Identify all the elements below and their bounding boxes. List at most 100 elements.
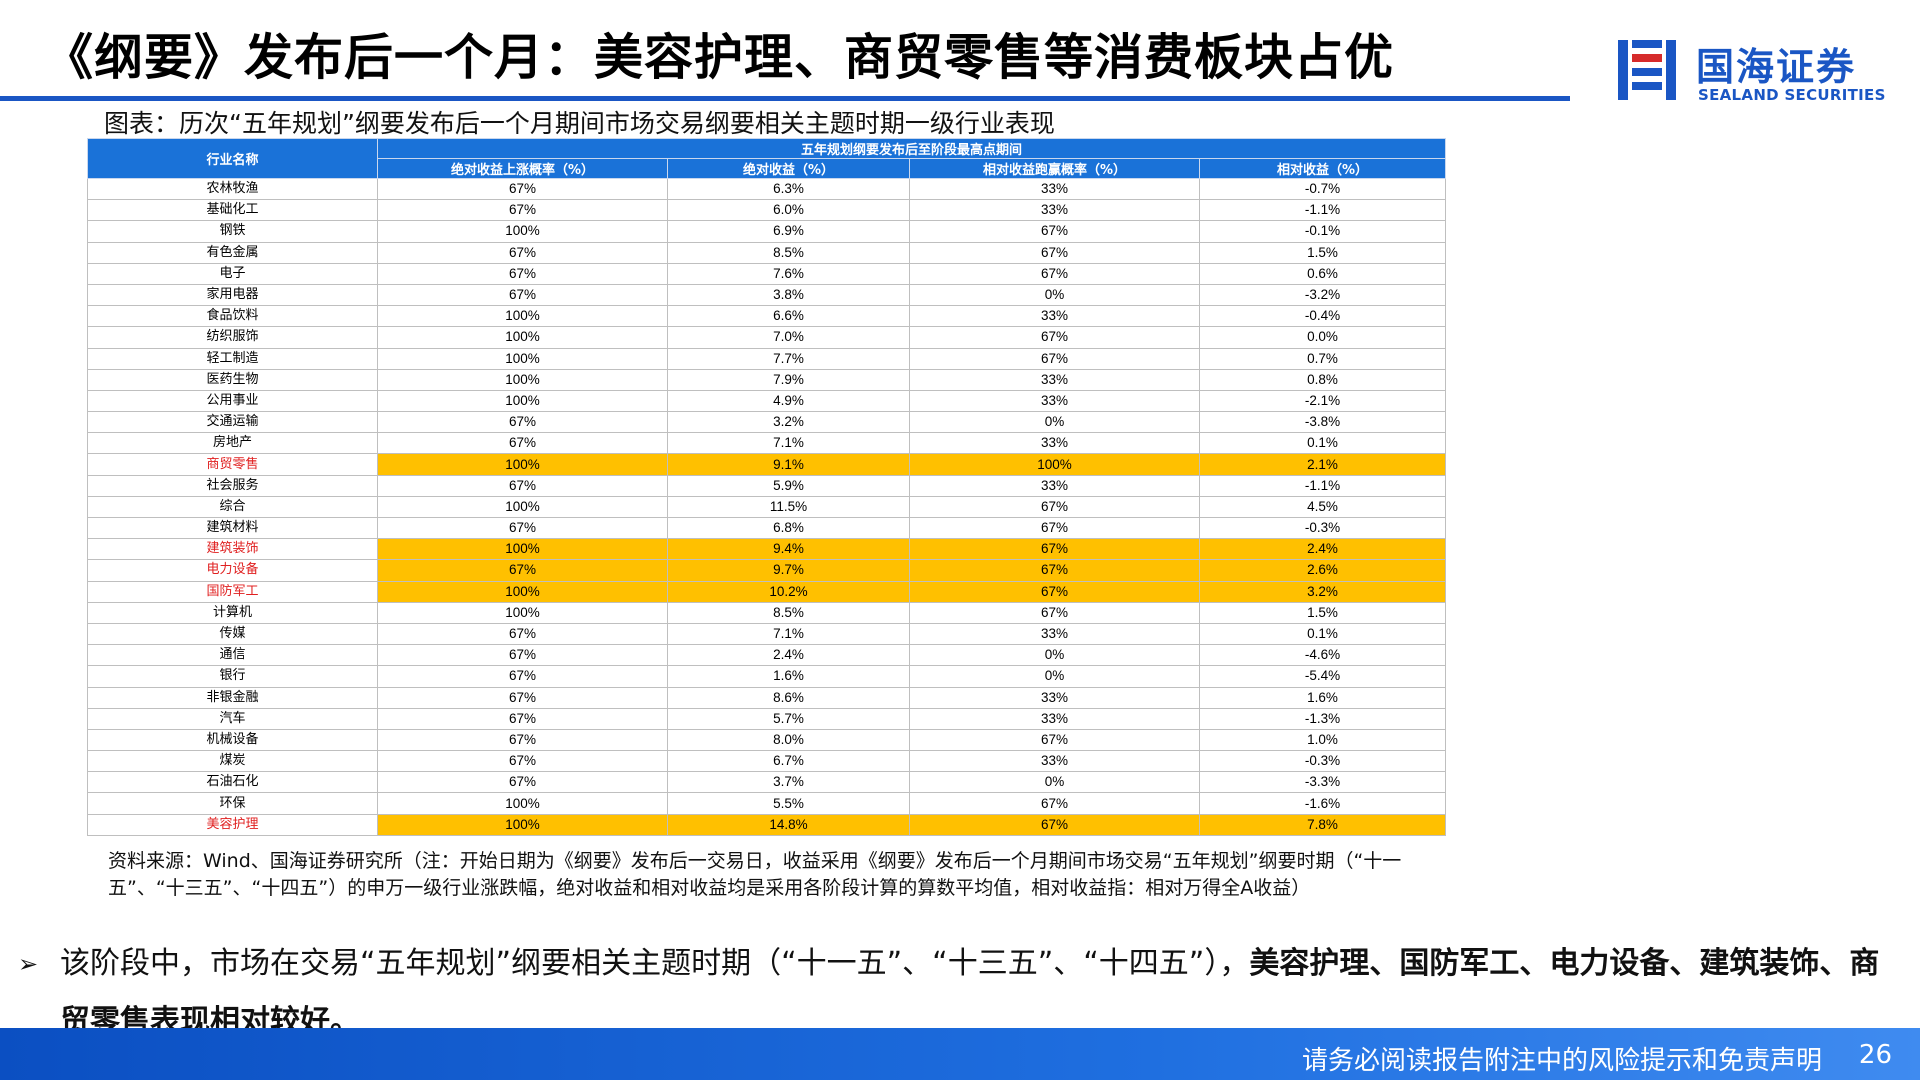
table-row: 汽车 67% 5.7% 33% -1.3% — [87, 707, 1447, 730]
value-cell: 33% — [909, 707, 1200, 730]
table-row: 有色金属 67% 8.5% 67% 1.5% — [87, 241, 1447, 264]
value-cell: 2.6% — [1198, 559, 1447, 582]
value-cell: 67% — [909, 495, 1200, 519]
bullet-text-plain: 该阶段中，市场在交易“五年规划”纲要相关主题时期（“十一五”、“十三五”、“十四… — [60, 946, 1250, 981]
footer-disclaimer: 请务必阅读报告附注中的风险提示和免责声明 — [1301, 1046, 1822, 1076]
industry-name-cell: 银行 — [87, 665, 378, 688]
value-cell: 100% — [909, 453, 1200, 476]
value-cell: 100% — [377, 220, 668, 243]
table-row: 食品饮料 100% 6.6% 33% -0.4% — [87, 305, 1447, 328]
value-cell: 67% — [909, 241, 1200, 264]
industry-name-cell: 食品饮料 — [87, 305, 378, 328]
value-cell: 1.0% — [1198, 728, 1447, 752]
value-cell: 67% — [909, 516, 1200, 540]
table-row: 国防军工 100% 10.2% 67% 3.2% — [87, 580, 1447, 603]
value-cell: 4.5% — [1198, 495, 1447, 519]
value-cell: 8.6% — [667, 686, 910, 709]
value-cell: 67% — [909, 220, 1200, 243]
industry-name-cell: 建筑材料 — [87, 516, 378, 540]
value-cell: 9.1% — [667, 453, 910, 476]
value-cell: 67% — [377, 516, 668, 540]
industry-name-cell: 有色金属 — [87, 241, 378, 264]
value-cell: 5.7% — [667, 707, 910, 730]
value-cell: 6.9% — [667, 220, 910, 243]
value-cell: 67% — [377, 241, 668, 264]
table-row: 轻工制造 100% 7.7% 67% 0.7% — [87, 347, 1447, 370]
industry-name-cell: 煤炭 — [87, 750, 378, 773]
company-logo: 国海证券 SEALAND SECURITIES — [1612, 28, 1885, 108]
slide-title: 《纲要》发布后一个月：美容护理、商贸零售等消费板块占优 — [44, 29, 1395, 86]
value-cell: 67% — [377, 644, 668, 667]
value-cell: 3.7% — [667, 771, 910, 794]
value-cell: 100% — [377, 538, 668, 561]
table-row: 房地产 67% 7.1% 33% 0.1% — [87, 432, 1447, 455]
value-cell: -1.6% — [1198, 792, 1447, 815]
value-cell: -0.3% — [1198, 750, 1447, 773]
footer-bar — [0, 1028, 1920, 1080]
value-cell: 33% — [909, 432, 1200, 455]
value-cell: 3.2% — [667, 411, 910, 434]
table-row: 传媒 67% 7.1% 33% 0.1% — [87, 622, 1447, 646]
value-cell: 33% — [909, 474, 1200, 497]
value-cell: 10.2% — [667, 580, 910, 603]
value-cell: 33% — [909, 177, 1200, 201]
value-cell: 67% — [377, 283, 668, 307]
source-note: 资料来源：Wind、国海证券研究所（注：开始日期为《纲要》发布后一交易日，收益采… — [108, 850, 1402, 899]
value-cell: 33% — [909, 305, 1200, 328]
value-cell: 67% — [377, 686, 668, 709]
value-cell: -4.6% — [1198, 644, 1447, 667]
industry-name-cell: 医药生物 — [87, 368, 378, 391]
value-cell: 0.1% — [1198, 432, 1447, 455]
table-row: 基础化工 67% 6.0% 33% -1.1% — [87, 199, 1447, 222]
table-row: 通信 67% 2.4% 0% -4.6% — [87, 644, 1447, 667]
value-cell: 7.6% — [667, 262, 910, 285]
value-cell: 67% — [909, 728, 1200, 752]
value-cell: 0.1% — [1198, 622, 1447, 646]
value-cell: 33% — [909, 686, 1200, 709]
value-cell: 67% — [377, 771, 668, 794]
value-cell: 67% — [377, 177, 668, 201]
value-cell: 33% — [909, 199, 1200, 222]
value-cell: 5.5% — [667, 792, 910, 815]
value-cell: 67% — [377, 707, 668, 730]
industry-name-cell: 轻工制造 — [87, 347, 378, 370]
value-cell: 2.4% — [1198, 538, 1447, 561]
table-row: 社会服务 67% 5.9% 33% -1.1% — [87, 474, 1447, 497]
value-cell: 0% — [909, 644, 1200, 667]
industry-name-cell: 交通运输 — [87, 411, 378, 434]
industry-name-cell: 家用电器 — [87, 283, 378, 307]
value-cell: -3.8% — [1198, 411, 1447, 434]
industry-name-cell: 商贸零售 — [87, 453, 378, 476]
table-row: 综合 100% 11.5% 67% 4.5% — [87, 495, 1447, 519]
value-cell: -0.7% — [1198, 177, 1447, 201]
value-cell: 67% — [377, 411, 668, 434]
table-row: 交通运输 67% 3.2% 0% -3.8% — [87, 411, 1447, 434]
value-cell: 6.8% — [667, 516, 910, 540]
industry-name-cell: 电子 — [87, 262, 378, 285]
value-cell: 6.0% — [667, 199, 910, 222]
value-cell: 67% — [377, 432, 668, 455]
value-cell: 0.7% — [1198, 347, 1447, 370]
industry-name-cell: 汽车 — [87, 707, 378, 730]
industry-name-cell: 环保 — [87, 792, 378, 815]
table-row: 银行 67% 1.6% 0% -5.4% — [87, 665, 1447, 688]
table-row: 纺织服饰 100% 7.0% 67% 0.0% — [87, 326, 1447, 349]
value-cell: 9.4% — [667, 538, 910, 561]
value-cell: 3.2% — [1198, 580, 1447, 603]
value-cell: 7.7% — [667, 347, 910, 370]
value-cell: 11.5% — [667, 495, 910, 519]
value-cell: -1.1% — [1198, 199, 1447, 222]
column-header: 相对收益（%） — [1198, 158, 1447, 179]
value-cell: 6.6% — [667, 305, 910, 328]
table-row: 建筑材料 67% 6.8% 67% -0.3% — [87, 516, 1447, 540]
value-cell: 67% — [377, 665, 668, 688]
value-cell: 67% — [909, 262, 1200, 285]
value-cell: -2.1% — [1198, 389, 1447, 413]
table-row: 农林牧渔 67% 6.3% 33% -0.7% — [87, 177, 1447, 201]
group-header: 五年规划纲要发布后至阶段最高点期间 — [376, 138, 1447, 159]
value-cell: 100% — [377, 813, 668, 836]
value-cell: 67% — [909, 580, 1200, 603]
table-row: 建筑装饰 100% 9.4% 67% 2.4% — [87, 538, 1447, 561]
industry-name-cell: 传媒 — [87, 622, 378, 646]
value-cell: 0.6% — [1198, 262, 1447, 285]
